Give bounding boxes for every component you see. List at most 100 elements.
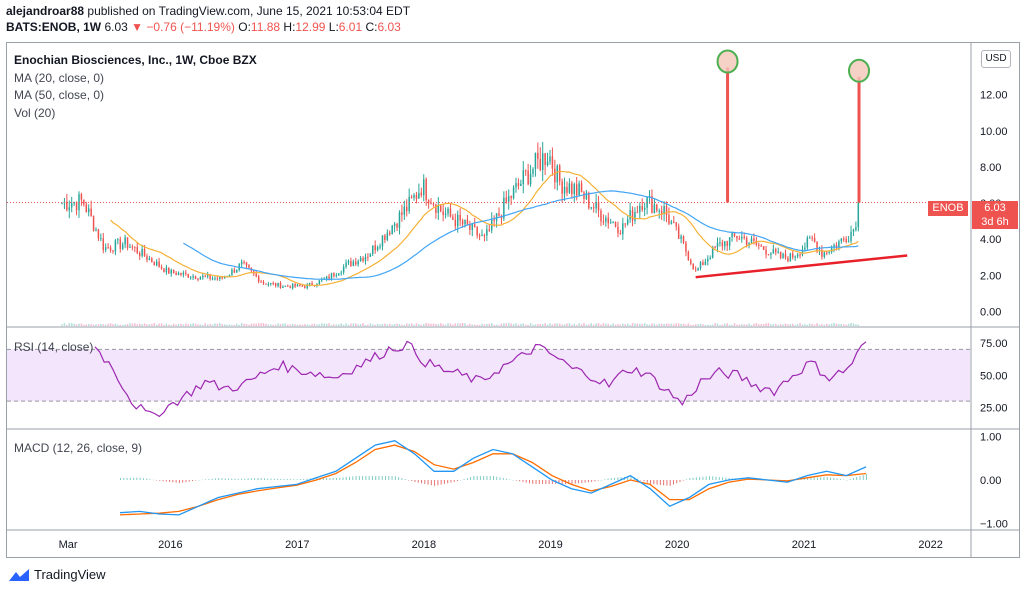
candle-body — [677, 226, 680, 239]
candle-body — [359, 257, 362, 262]
candle-body — [321, 279, 323, 281]
candle-body — [384, 235, 386, 240]
candle-body — [165, 267, 168, 273]
macd-histogram-bar — [496, 476, 498, 480]
candle-body — [393, 223, 396, 226]
macd-histogram-bar — [267, 478, 269, 480]
candle-body — [189, 277, 192, 279]
volume-bar — [779, 323, 782, 326]
candle-body — [134, 246, 136, 248]
volume-bar — [321, 323, 323, 326]
volume-bar — [328, 323, 330, 326]
legend-ma50[interactable]: MA (50, close, 0) — [14, 88, 104, 102]
macd-histogram-bar — [856, 477, 858, 480]
candle-body — [102, 238, 105, 250]
volume-bar — [784, 323, 787, 326]
macd-histogram-bar — [185, 480, 187, 483]
macd-histogram-bar — [404, 479, 406, 480]
candle-body — [806, 237, 809, 248]
candle-body — [675, 222, 677, 227]
candle-body — [318, 280, 321, 285]
candle-body — [626, 219, 629, 225]
candle-body — [231, 269, 233, 275]
candle-body — [578, 183, 580, 195]
candle-body — [357, 261, 359, 265]
macd-histogram-bar — [591, 480, 593, 482]
macd-histogram-bar — [620, 477, 622, 480]
legend-macd[interactable]: MACD (12, 26, close, 9) — [14, 441, 142, 455]
tradingview-logo-icon[interactable] — [8, 568, 30, 582]
volume-bar — [78, 323, 80, 326]
macd-histogram-bar — [234, 478, 236, 480]
candle-body — [575, 184, 578, 195]
volume-bar — [765, 323, 767, 326]
volume-bar — [488, 323, 491, 326]
volume-bar — [214, 323, 216, 326]
volume-bar — [333, 324, 335, 326]
volume-bar — [675, 323, 677, 326]
macd-histogram-bar — [332, 478, 334, 480]
volume-bar — [66, 324, 68, 326]
macd-histogram-bar — [682, 480, 684, 481]
macd-histogram-bar — [695, 477, 697, 480]
macd-histogram-bar — [457, 480, 459, 481]
legend-vol[interactable]: Vol (20) — [14, 106, 55, 120]
candle-body — [260, 281, 262, 283]
volume-bar — [464, 323, 466, 326]
candle-body — [646, 197, 648, 208]
macd-histogram-bar — [545, 480, 547, 484]
candle-body — [430, 203, 432, 205]
volume-bar — [318, 324, 321, 326]
volume-bar — [180, 323, 182, 326]
close-label: C: — [365, 20, 378, 34]
volume-bar — [444, 324, 447, 326]
volume-bar — [544, 323, 546, 326]
legend-ma20[interactable]: MA (20, close, 0) — [14, 71, 104, 85]
candle-body — [670, 221, 673, 224]
price-tick-label: 12.00 — [980, 90, 1008, 102]
footer-brand[interactable]: TradingView — [34, 567, 106, 582]
volume-bar — [299, 324, 301, 326]
candle-body — [517, 183, 520, 186]
candle-body — [155, 261, 158, 266]
macd-histogram-bar — [421, 480, 423, 484]
candle-body — [728, 237, 731, 246]
macd-histogram-bar — [303, 478, 305, 480]
candle-body — [75, 201, 78, 211]
macd-histogram-bar — [250, 478, 252, 480]
candle-body — [816, 241, 818, 252]
macd-histogram-bar — [394, 476, 396, 480]
candle-body — [277, 282, 279, 286]
candle-body — [299, 284, 301, 286]
candle-body — [566, 186, 568, 193]
volume-bar — [364, 324, 367, 326]
volume-bar — [607, 324, 610, 326]
volume-bar — [648, 324, 651, 326]
volume-bar — [811, 323, 813, 326]
volume-bar — [136, 324, 139, 326]
chart-frame[interactable] — [6, 42, 1020, 558]
volume-bar — [194, 323, 197, 326]
legend-rsi[interactable]: RSI (14, close) — [14, 340, 93, 354]
currency-button[interactable]: USD — [981, 50, 1011, 68]
volume-bar — [270, 324, 272, 326]
volume-bar — [282, 323, 284, 326]
volume-bar — [233, 324, 236, 326]
volume-bar — [573, 323, 576, 326]
publisher-name[interactable]: alejandroar88 — [6, 4, 85, 18]
volume-bar — [561, 324, 563, 326]
candle-body — [777, 251, 779, 253]
candle-body — [524, 170, 527, 172]
volume-bar — [413, 324, 415, 326]
candle-body — [658, 210, 660, 212]
volume-bar — [313, 323, 316, 326]
macd-histogram-bar — [499, 477, 501, 480]
macd-histogram-bar — [172, 480, 174, 483]
macd-histogram-bar — [329, 478, 331, 480]
volume-bar — [430, 323, 432, 326]
volume-bar — [418, 324, 420, 326]
macd-histogram-bar — [388, 476, 390, 480]
candle-body — [619, 233, 622, 235]
volume-bar — [843, 324, 845, 326]
